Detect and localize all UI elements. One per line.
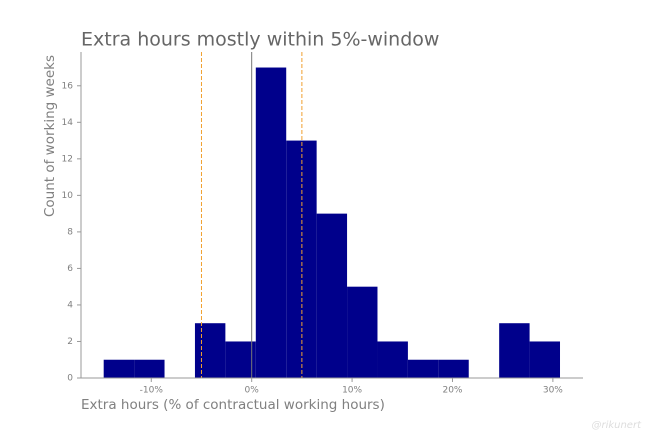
bar <box>347 286 378 378</box>
y-tick-label: 4 <box>67 300 73 310</box>
bar <box>499 323 530 378</box>
x-tick-label: 20% <box>442 386 462 396</box>
x-tick-label: -10% <box>140 386 164 396</box>
x-axis-label: Extra hours (% of contractual working ho… <box>81 397 385 413</box>
y-tick-label: 10 <box>62 191 74 201</box>
bar <box>316 213 348 378</box>
x-tick-label: 30% <box>543 386 563 396</box>
bar <box>103 359 135 378</box>
bar <box>377 341 408 378</box>
y-tick-label: 0 <box>67 374 73 384</box>
bar <box>225 341 256 378</box>
bar <box>407 359 439 378</box>
y-tick-label: 8 <box>67 227 73 237</box>
bar <box>134 359 165 378</box>
x-tick-label: 10% <box>342 386 362 396</box>
watermark: @rikunert <box>591 420 642 431</box>
bar <box>194 323 226 378</box>
y-axis-label: Count of working weeks <box>42 55 58 217</box>
bar <box>438 359 469 378</box>
y-tick-label: 6 <box>67 264 73 274</box>
chart-title: Extra hours mostly within 5%-window <box>81 29 439 51</box>
y-tick-label: 14 <box>62 118 74 128</box>
x-tick-label: 0% <box>245 386 260 396</box>
bar <box>529 341 561 378</box>
y-tick-label: 2 <box>67 337 73 347</box>
y-tick-label: 16 <box>62 81 74 91</box>
y-tick-label: 12 <box>62 154 73 164</box>
bar <box>255 67 287 379</box>
